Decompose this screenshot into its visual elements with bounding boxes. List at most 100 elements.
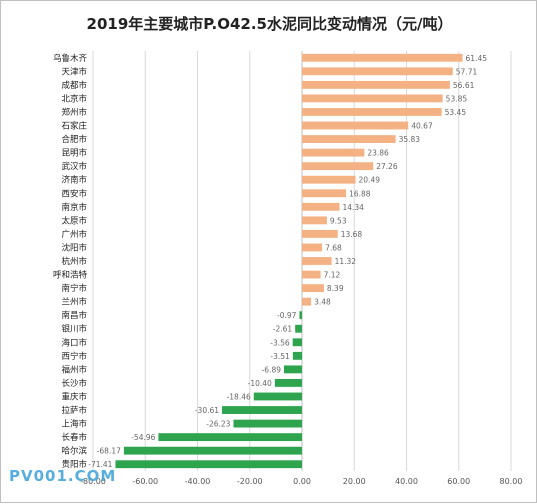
- category-label: 重庆市: [61, 391, 87, 402]
- category-label: 哈尔滨: [61, 446, 87, 457]
- data-label: 61.45: [466, 54, 488, 63]
- category-label: 太原市: [61, 215, 87, 226]
- category-label: 郑州市: [61, 107, 87, 118]
- data-label: 57.71: [456, 67, 478, 76]
- category-label: 昆明市: [61, 148, 87, 159]
- data-label: -26.23: [206, 420, 230, 429]
- data-label: 8.39: [327, 284, 344, 293]
- x-tick-label: 80.00: [500, 477, 523, 486]
- data-label: 13.68: [341, 230, 363, 239]
- x-tick-label: -20.00: [237, 477, 263, 486]
- category-label: 南宁市: [61, 283, 87, 294]
- data-label: 40.67: [411, 122, 433, 131]
- data-label: -2.61: [273, 325, 293, 334]
- category-label: 呼和浩特: [53, 270, 88, 281]
- bar: [302, 175, 356, 184]
- x-tick-label: 0.00: [293, 477, 311, 486]
- x-tick-label: -80.00: [80, 477, 106, 486]
- bar: [158, 433, 302, 442]
- bar: [123, 446, 302, 455]
- data-label: 23.86: [367, 149, 389, 158]
- category-label: 贵阳市: [61, 459, 87, 470]
- data-label: 11.32: [335, 257, 357, 266]
- data-label: 14.34: [342, 203, 364, 212]
- bar: [222, 406, 302, 414]
- category-label: 济南市: [61, 175, 87, 186]
- bar: [302, 121, 409, 130]
- category-label: 西宁市: [61, 351, 87, 362]
- bar: [302, 297, 312, 306]
- bar: [233, 419, 302, 428]
- category-label: 石家庄: [61, 121, 87, 132]
- bar: [302, 135, 396, 143]
- category-label: 西安市: [61, 188, 87, 199]
- data-label: -3.51: [270, 352, 290, 361]
- bars: [115, 53, 463, 469]
- category-label: 成都市: [61, 80, 87, 91]
- category-label: 长春市: [61, 432, 87, 443]
- category-label: 长沙市: [61, 378, 87, 389]
- bar: [292, 351, 302, 360]
- data-label: -10.40: [248, 379, 272, 388]
- bar: [302, 270, 321, 279]
- bar: [283, 365, 302, 374]
- x-tick-label: 60.00: [447, 477, 470, 486]
- bar: [302, 162, 374, 171]
- data-label: 9.53: [330, 216, 347, 225]
- x-tick-label: 20.00: [343, 477, 366, 486]
- bar: [302, 257, 332, 265]
- data-labels: 61.45 57.71 56.61 53.85 53.45 40.67 35.83 23.86…: [88, 54, 487, 469]
- bar: [292, 338, 302, 347]
- category-label: 北京市: [61, 93, 87, 104]
- bar: [302, 189, 347, 198]
- bar: [302, 53, 463, 62]
- category-label: 福州市: [61, 364, 87, 375]
- data-label: -30.61: [195, 406, 219, 415]
- category-label: 武汉市: [61, 161, 87, 172]
- data-label: -68.17: [97, 447, 121, 456]
- watermark-text: PV001.COM: [9, 467, 117, 485]
- data-label: -6.89: [262, 365, 282, 374]
- category-label: 上海市: [61, 419, 87, 430]
- bar: [274, 379, 302, 387]
- category-label: 海口市: [61, 337, 87, 348]
- bar: [302, 216, 327, 225]
- bar: [299, 311, 302, 320]
- bar: [302, 284, 324, 293]
- data-label: -0.97: [277, 311, 297, 320]
- bar: [302, 67, 453, 76]
- bar: [302, 229, 338, 238]
- data-label: -3.56: [270, 338, 290, 347]
- bar: [253, 392, 302, 401]
- data-label: -71.41: [88, 460, 112, 469]
- data-label: 7.12: [324, 271, 341, 280]
- data-label: 35.83: [399, 135, 421, 144]
- data-label: 53.45: [445, 108, 467, 117]
- bar: [302, 243, 323, 252]
- data-label: 20.49: [359, 176, 381, 185]
- data-label: 7.68: [325, 243, 342, 252]
- bar: [302, 94, 443, 103]
- x-tick-label: -60.00: [132, 477, 158, 486]
- data-label: 53.85: [446, 94, 468, 103]
- category-label: 兰州市: [61, 297, 87, 308]
- category-label: 南京市: [61, 202, 87, 213]
- category-label: 拉萨市: [61, 405, 87, 416]
- x-axis-ticks: -80.00 -60.00 -40.00 -20.00 0.00 20.00 40.00 60…: [80, 477, 522, 486]
- bar: [302, 148, 365, 157]
- category-label: 广州市: [61, 229, 87, 240]
- category-label: 天津市: [61, 66, 87, 77]
- category-label: 乌鲁木齐: [53, 53, 88, 64]
- category-label: 杭州市: [61, 256, 87, 267]
- data-label: -54.96: [131, 433, 155, 442]
- chart-title: 2019年主要城市P.O42.5水泥同比变动情况（元/吨）: [86, 15, 453, 33]
- data-label: 27.26: [376, 162, 398, 171]
- category-label: 银川市: [61, 324, 87, 335]
- x-tick-label: -40.00: [185, 477, 211, 486]
- bar: [115, 460, 302, 469]
- category-label: 南昌市: [61, 310, 87, 321]
- category-labels: 乌鲁木齐天津市成都市北京市郑州市石家庄合肥市昆明市武汉市济南市西安市南京市太原市…: [53, 53, 88, 470]
- bar: [302, 202, 340, 211]
